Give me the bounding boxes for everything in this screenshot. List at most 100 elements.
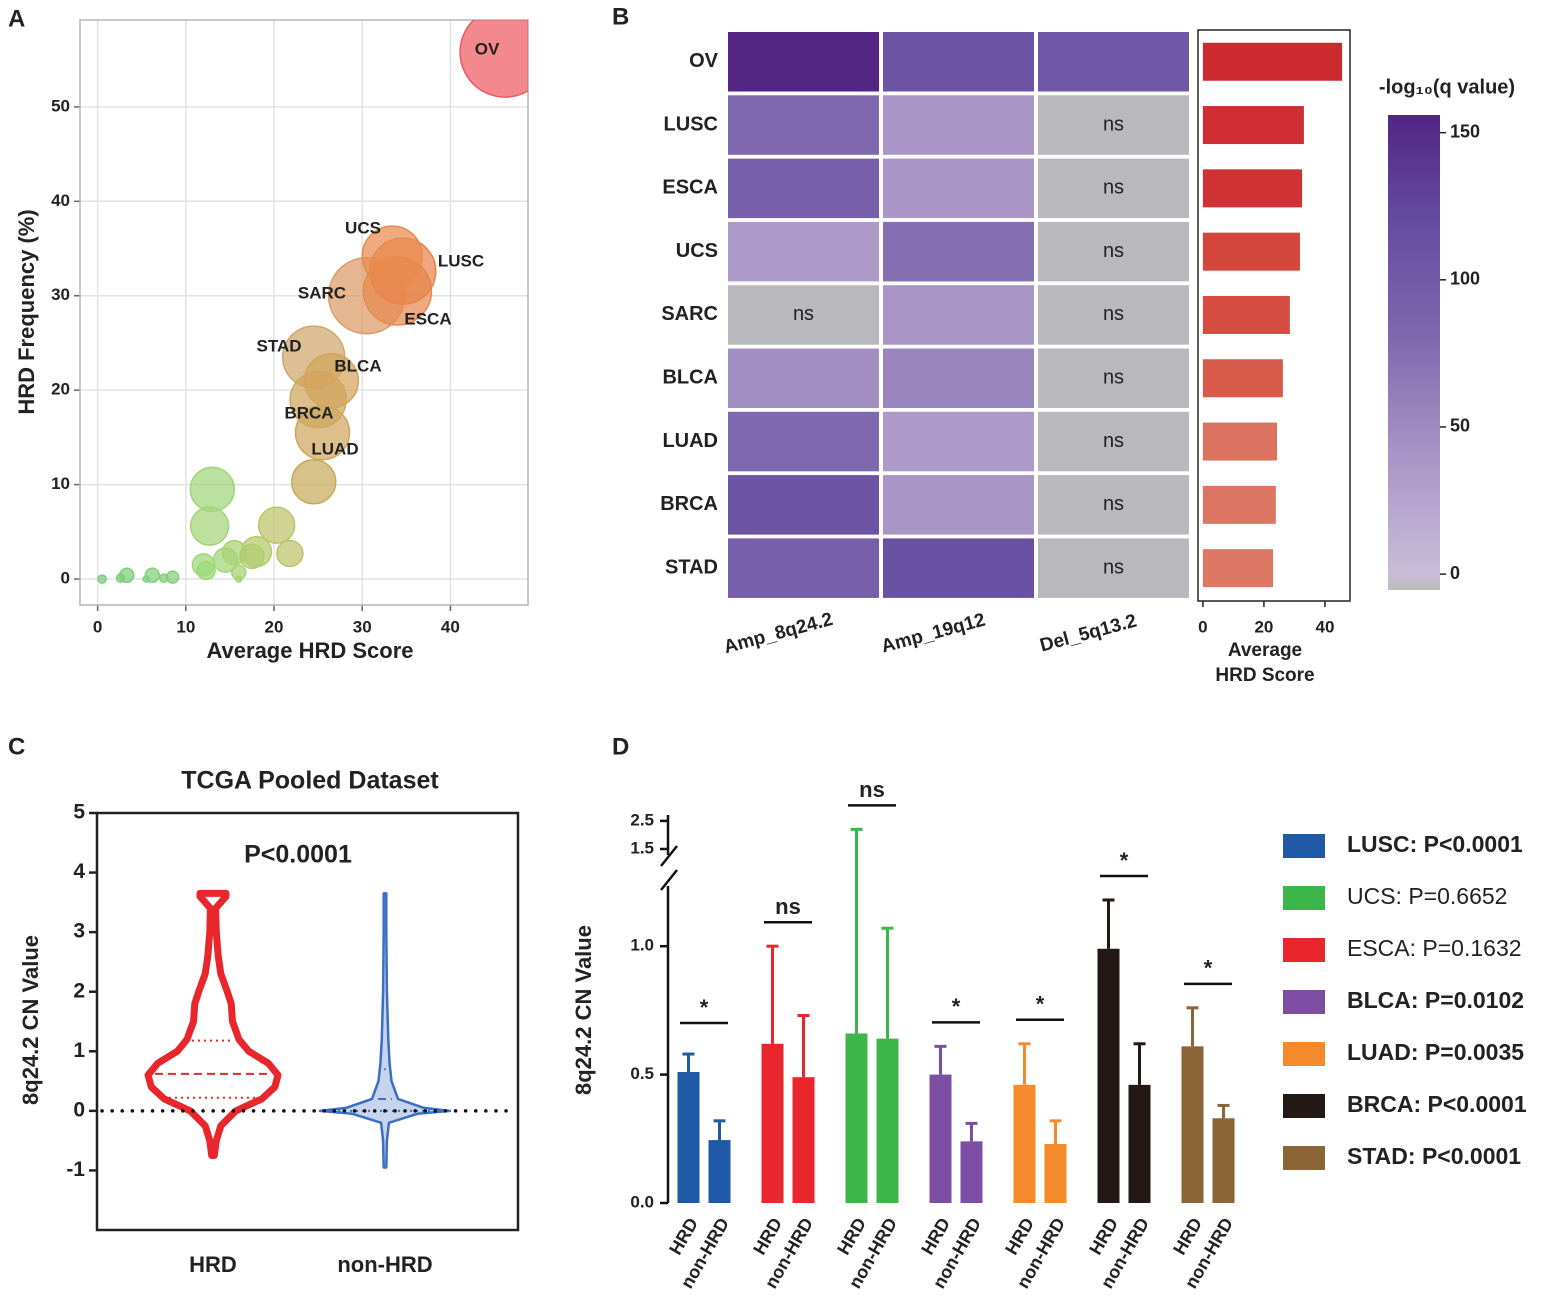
bubbles [97,20,528,584]
cell-label: ns [793,303,814,325]
heat-cell [883,32,1034,92]
y-tick-label: 4 [73,860,85,883]
x-tick-label: non-HRD [337,1252,432,1277]
heat-cell [883,95,1034,155]
legend-label: LUSC: P<0.0001 [1347,831,1523,857]
y-tick-label: 1.0 [630,936,654,955]
significance-label: * [952,994,961,1019]
bubble-label: UCS [345,218,381,237]
bar [960,1141,983,1203]
bar [1202,359,1283,398]
y-tick-label: 1 [73,1039,85,1062]
panel-letter: D [612,733,629,760]
bubble-label: BLCA [334,356,381,375]
row-label: UCS [676,240,718,262]
heat-cell [728,475,879,535]
bubble [290,459,337,505]
row-label: SARC [661,303,718,325]
legend-swatch [1283,990,1325,1014]
x-axis-label: Average HRD Score [206,638,413,663]
heat-cell [883,348,1034,408]
panel-letter: B [612,3,629,30]
bubble-label: ESCA [404,309,451,328]
legend-swatch [1283,1094,1325,1118]
column-label: Amp_19q12 [879,610,987,658]
legend-label: UCS: P=0.6652 [1347,883,1507,909]
y-axis-label: 8q24.2 CN Value [18,935,43,1105]
bubble [97,574,107,584]
bubble [257,506,296,544]
legend-swatch [1283,834,1325,858]
y-tick-label: 5 [73,801,85,824]
bar [1202,169,1303,208]
x-tick-label: 40 [1316,617,1335,636]
colorbar-tick-label: 150 [1450,121,1480,141]
heat-cell [728,538,879,598]
y-tick-label: 0 [61,569,70,588]
bar [761,1043,784,1203]
violin [144,889,282,1159]
colorbar-title: -log₁₀(q value) [1379,76,1515,98]
bar [1097,948,1120,1203]
heat-cell [1038,475,1189,535]
colorbar-tick-label: 100 [1450,269,1480,289]
y-tick-label: 0.0 [630,1192,654,1211]
heat-cell [883,285,1034,345]
column-label: Amp_8q24.2 [722,609,836,658]
legend-swatch [1283,1146,1325,1170]
plot-frame [95,811,520,1232]
bar [845,1033,868,1203]
legend-label: ESCA: P=0.1632 [1347,935,1522,961]
column-label: Del_5q13.2 [1038,611,1139,657]
y-tick-label: 40 [51,191,70,210]
row-label: LUSC [664,113,718,135]
cell-label: ns [1103,177,1124,199]
row-label: ESCA [662,177,718,199]
bubble-label: OV [475,39,500,58]
bubble [115,573,126,583]
cell-label: ns [1103,430,1124,452]
heat-cell [883,475,1034,535]
legend-label: BRCA: P<0.0001 [1347,1091,1527,1117]
bar [1128,1084,1151,1203]
axis-break [660,869,678,891]
heat-cell [728,158,879,219]
y-tick-label: 0 [73,1098,85,1121]
heat-cell [883,221,1034,282]
legend-label: STAD: P<0.0001 [1347,1143,1521,1169]
bar [1202,232,1300,271]
row-label: OV [689,50,719,72]
y-tick-label: 50 [51,96,70,115]
bar [1181,1046,1204,1203]
significance-label: * [1036,992,1045,1017]
significance-label: * [1120,848,1129,873]
significance-label: ns [775,894,801,919]
bubble [459,20,528,98]
violin [318,892,452,1169]
bubble [159,573,169,583]
legend-swatch [1283,886,1325,910]
axis-break [660,845,678,867]
bubble-label: LUAD [311,439,358,458]
x-tick-label: 20 [265,617,284,636]
significance-label: * [1204,956,1213,981]
heat-cell [883,158,1034,219]
heat-cell [728,221,879,282]
heat-cell [728,32,879,92]
row-label: STAD [665,556,718,578]
bar [1202,422,1278,461]
heat-cell [1038,411,1189,472]
heat-cell [1038,95,1189,155]
heat-cell [728,95,879,155]
cell-label: ns [1103,367,1124,389]
colorbar-tick-label: 50 [1450,416,1470,436]
bar [1202,485,1276,524]
row-label: BRCA [660,493,718,515]
bar [1202,42,1343,81]
bubble [361,225,423,287]
cell-label: ns [1103,556,1124,578]
y-axis-label: HRD Frequency (%) [14,209,39,414]
bubble-label: SARC [298,283,346,302]
